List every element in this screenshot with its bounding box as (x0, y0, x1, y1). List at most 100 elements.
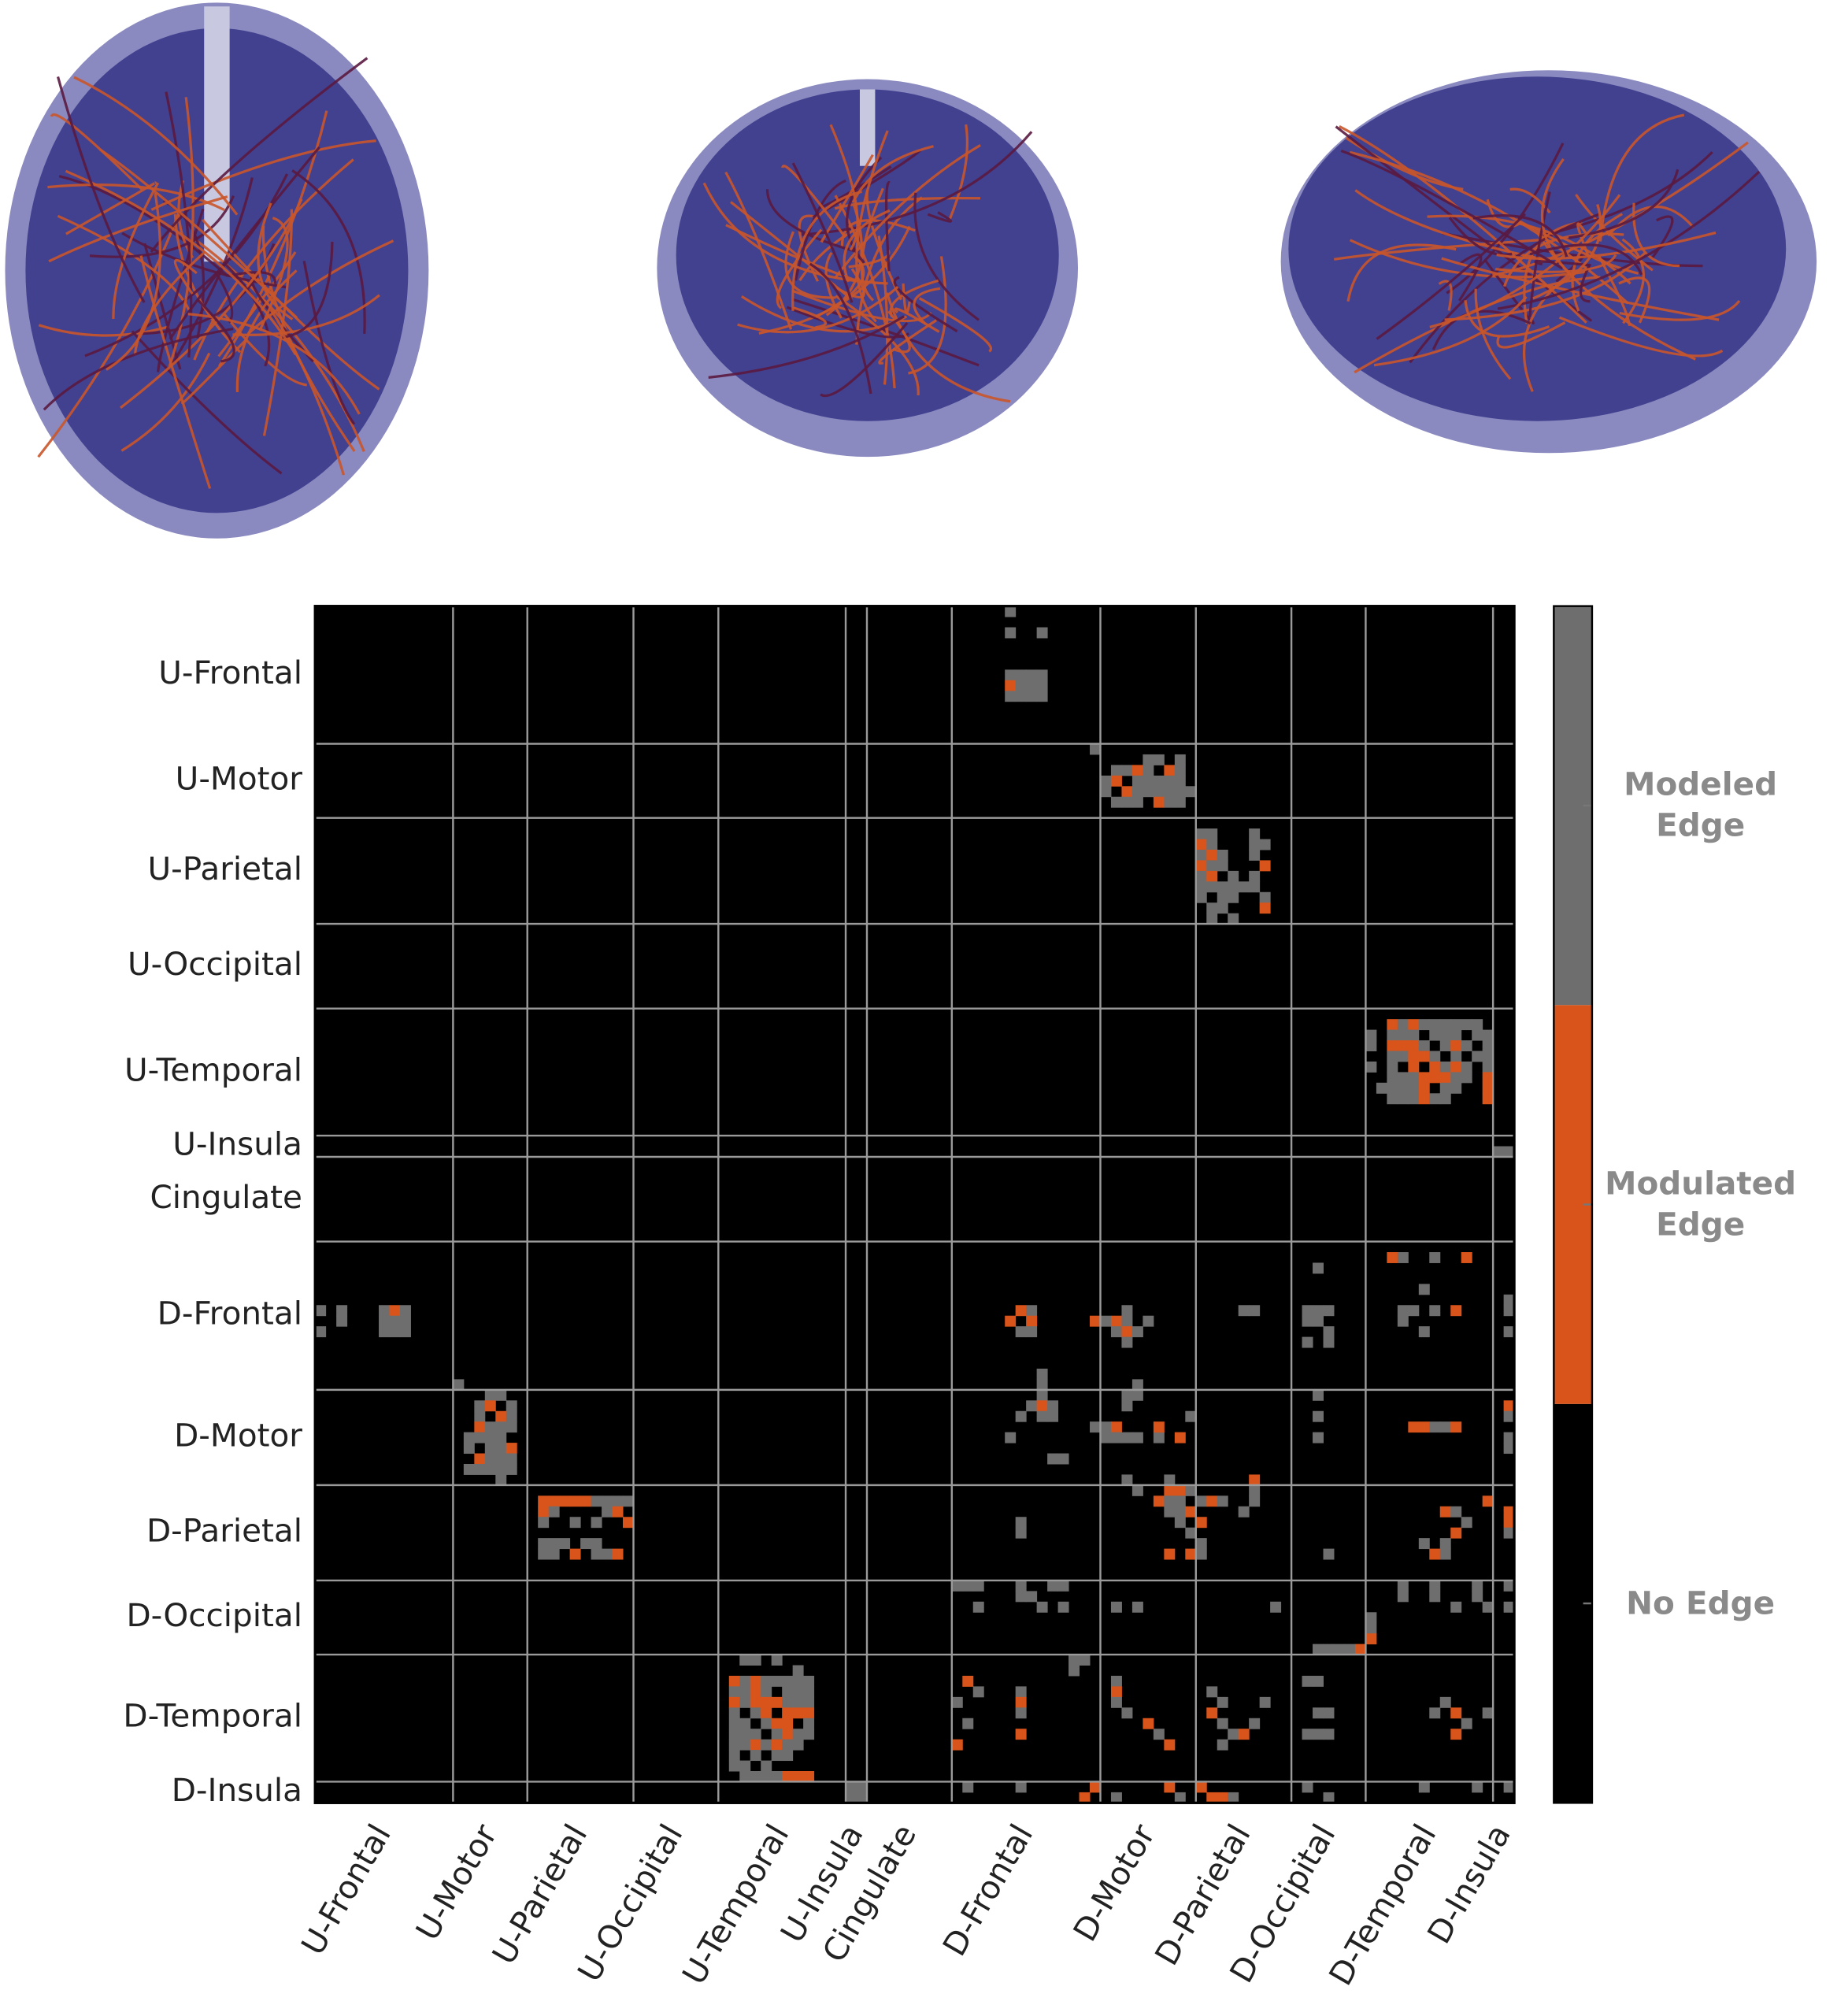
matrix-cell (1408, 1019, 1420, 1031)
matrix-cell (315, 1326, 327, 1338)
fibre-tract (65, 169, 297, 356)
matrix-cell (1206, 860, 1218, 872)
matrix-cell (1408, 1093, 1420, 1105)
matrix-cell (1408, 1061, 1420, 1073)
matrix-cell (1397, 1082, 1409, 1094)
matrix-cell (1143, 786, 1154, 798)
matrix-cell (1121, 1336, 1133, 1348)
colorbar-label-box: Modeled Edge (1624, 766, 1777, 844)
fibre-tract (150, 57, 369, 254)
matrix-cell (1418, 1781, 1430, 1793)
fibre-tract (1486, 198, 1522, 228)
matrix-cell (1174, 775, 1186, 787)
matrix-cell (1206, 881, 1218, 893)
matrix-cell (569, 1548, 581, 1560)
matrix-cell (1249, 1495, 1261, 1507)
matrix-cell (1195, 1538, 1207, 1550)
matrix-cell (1153, 754, 1165, 765)
matrix-cell (1302, 1305, 1313, 1317)
matrix-cell (1026, 1305, 1038, 1317)
matrix-cell (1153, 1421, 1165, 1433)
matrix-cell (506, 1463, 517, 1475)
fibre-tract (835, 295, 920, 396)
y-tick-label: U-Insula (172, 1125, 302, 1163)
matrix-cell (1206, 849, 1218, 861)
matrix-cell (612, 1495, 624, 1507)
matrix-cell (1110, 1315, 1122, 1327)
matrix-cell (1015, 669, 1027, 681)
matrix-cell (1387, 1029, 1398, 1041)
matrix-cell (1387, 1061, 1398, 1073)
matrix-cell (1397, 1580, 1409, 1592)
fibre-tract (851, 145, 934, 203)
matrix-cell (1365, 1061, 1377, 1073)
matrix-cell (1015, 1781, 1027, 1793)
matrix-cell (771, 1771, 783, 1782)
matrix-cell (1164, 1495, 1176, 1507)
matrix-cell (1482, 1061, 1494, 1073)
matrix-cell (548, 1548, 560, 1560)
fibre-tract (1619, 299, 1741, 321)
fibre-tract (1438, 280, 1453, 311)
matrix-cell (1365, 1622, 1377, 1634)
matrix-cell (474, 1453, 486, 1465)
x-tick-label: U-Frontal (294, 1818, 398, 1961)
matrix-cell (495, 1474, 507, 1486)
matrix-cell (750, 1675, 761, 1687)
matrix-cell (1503, 1326, 1515, 1338)
fibre-tract (818, 165, 892, 209)
matrix-cell (389, 1326, 401, 1338)
matrix-cell (1185, 1410, 1197, 1422)
matrix-cell (1450, 1601, 1462, 1613)
matrix-cell (1397, 1591, 1409, 1603)
matrix-cell (484, 1463, 496, 1475)
matrix-cell (1503, 1146, 1515, 1158)
matrix-cell (1036, 691, 1048, 702)
matrix-cell (1397, 1315, 1409, 1327)
matrix-cell (495, 1463, 507, 1475)
x-tick-label: U-Motor (409, 1818, 505, 1947)
fibre-tract (1354, 189, 1551, 262)
matrix-cell (1461, 1019, 1472, 1031)
matrix-cell (602, 1548, 613, 1560)
matrix-cell (1015, 1527, 1027, 1539)
fibre-tract (784, 231, 836, 299)
matrix-cell (1206, 839, 1218, 850)
matrix-cell (1026, 1591, 1038, 1603)
matrix-cell (612, 1506, 624, 1518)
matrix-cell (1015, 1696, 1027, 1708)
matrix-cell (506, 1400, 517, 1412)
matrix-cell (728, 1696, 740, 1708)
matrix-cell (728, 1675, 740, 1687)
matrix-cell (1450, 1506, 1462, 1518)
matrix-cell (1503, 1432, 1515, 1443)
matrix-cell (1418, 1326, 1430, 1338)
fibre-tract (168, 97, 194, 367)
matrix-cell (803, 1675, 815, 1687)
matrix-cell (1418, 1284, 1430, 1295)
matrix-cell (399, 1305, 411, 1317)
matrix-cell (1302, 1781, 1313, 1793)
matrix-cell (1503, 1517, 1515, 1529)
fibre-tract (48, 195, 228, 263)
matrix-cell (1217, 1792, 1228, 1803)
matrix-cell (1397, 1051, 1409, 1062)
matrix-cell (1195, 881, 1207, 893)
fibre-tract (222, 261, 271, 367)
matrix-cell (495, 1443, 507, 1455)
matrix-cell (962, 1580, 974, 1592)
matrix-cell (972, 1601, 984, 1613)
matrix-cell (1131, 1432, 1143, 1443)
matrix-cell (1110, 775, 1122, 787)
matrix-cell (1143, 765, 1154, 776)
matrix-cell (538, 1517, 550, 1529)
matrix-cell (591, 1548, 602, 1560)
matrix-cell (1174, 765, 1186, 776)
matrix-cell (1015, 1729, 1027, 1740)
matrix-cell (761, 1696, 772, 1708)
matrix-cell (463, 1432, 475, 1443)
matrix-cell (1005, 691, 1017, 702)
matrix-cell (1450, 1707, 1462, 1719)
matrix-cell (623, 1495, 634, 1507)
matrix-cell (1270, 1601, 1282, 1613)
